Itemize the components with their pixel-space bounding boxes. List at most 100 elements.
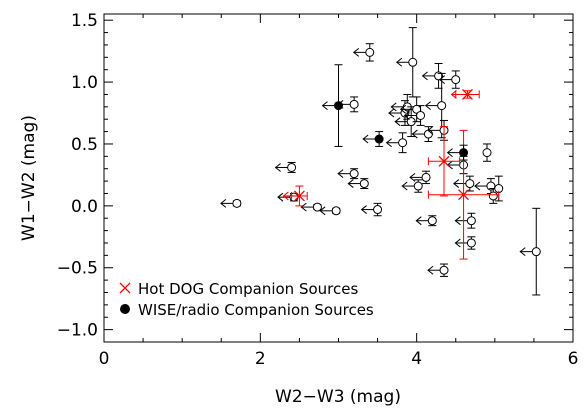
arrow-head <box>274 163 281 172</box>
filled-circle-marker <box>459 148 469 158</box>
arrow-head <box>337 169 344 179</box>
data-point <box>438 70 461 89</box>
arrow-head <box>390 102 397 112</box>
arrow-head <box>399 104 406 114</box>
data-point <box>446 155 469 175</box>
open-circle-marker <box>466 238 476 248</box>
open-circle-marker <box>421 172 431 182</box>
data-point <box>337 168 359 180</box>
open-circle-marker <box>398 138 408 148</box>
data-point <box>360 202 383 217</box>
open-circle-marker <box>232 198 242 208</box>
arrow-head <box>360 205 367 214</box>
y-tick-label: 0.5 <box>71 135 98 155</box>
x-tick-label: 0 <box>99 349 110 369</box>
open-circle-marker <box>451 75 461 85</box>
data-point <box>450 88 480 100</box>
x-tick-labels: 0 2 4 6 <box>99 349 579 369</box>
data-point <box>453 175 475 192</box>
data-point <box>427 126 461 197</box>
open-circle-marker <box>531 247 541 257</box>
open-circle-marker <box>482 148 492 158</box>
open-circle-marker <box>359 179 369 189</box>
arrow-head <box>474 181 481 191</box>
x-marker <box>438 155 450 167</box>
arrow-head <box>401 181 408 191</box>
arrow-head <box>454 216 461 226</box>
arrow-head <box>450 90 457 99</box>
data-point <box>395 27 418 98</box>
data-point <box>362 131 384 147</box>
data-point <box>454 236 476 250</box>
data-point <box>482 143 492 162</box>
legend-marker-hot-dog <box>119 282 131 294</box>
y-tick-label: 1.0 <box>71 73 98 93</box>
arrow-head <box>362 134 369 144</box>
data-point <box>519 207 541 296</box>
open-circle-marker <box>413 181 423 191</box>
arrow-head <box>347 179 354 188</box>
open-circle-marker <box>437 101 447 111</box>
arrow-head <box>220 198 227 208</box>
filled-circle-marker <box>374 134 384 144</box>
x-axis-title: W2−W3 (mag) <box>275 387 401 407</box>
arrow-head <box>519 247 526 257</box>
data-point <box>321 64 343 147</box>
arrow-head <box>411 129 418 139</box>
arrow-head <box>409 172 416 182</box>
data-point <box>474 178 496 194</box>
y-tick-labels: −1.0 −0.5 0.0 0.5 1.0 1.5 <box>57 11 98 340</box>
data-point <box>409 170 431 185</box>
y-axis-title: W1−W2 (mag) <box>19 115 39 241</box>
y-tick-label: 1.5 <box>71 11 98 31</box>
axis-ticks <box>103 14 574 342</box>
open-circle-marker <box>287 162 297 172</box>
data-point <box>282 185 308 207</box>
legend-label-hot-dog: Hot DOG Companion Sources <box>138 280 358 298</box>
data-point <box>403 105 426 126</box>
arrow-head <box>319 206 326 216</box>
arrow-head <box>277 192 284 202</box>
data-point <box>220 198 242 208</box>
arrow-head <box>415 216 422 226</box>
arrow-head <box>282 191 289 201</box>
arrow-head <box>427 265 434 275</box>
arrow-head <box>421 71 428 81</box>
data-point <box>415 215 437 227</box>
arrow-head <box>395 57 403 67</box>
y-tick-label: −1.0 <box>57 321 98 341</box>
y-tick-label: 0.0 <box>71 197 98 217</box>
arrow-head <box>403 111 410 120</box>
legend-marker-wise-radio <box>120 304 130 314</box>
open-circle-marker <box>312 202 322 212</box>
x-tick-label: 6 <box>568 349 579 369</box>
y-tick-label: −0.5 <box>57 259 98 279</box>
data-marks <box>220 27 541 296</box>
data-point <box>385 132 408 154</box>
arrow-head <box>438 75 446 84</box>
open-circle-marker <box>349 99 359 109</box>
open-circle-marker <box>365 47 375 57</box>
data-point <box>421 63 444 89</box>
arrow-head <box>352 47 360 57</box>
arrow-head <box>321 101 328 110</box>
open-circle-marker <box>408 57 418 67</box>
data-point <box>454 212 476 229</box>
arrow-head <box>385 138 392 148</box>
arrow-head <box>424 101 431 110</box>
arrow-head <box>454 238 461 248</box>
arrow-head <box>446 148 453 158</box>
x-marker <box>293 190 305 202</box>
arrow-head <box>427 125 434 135</box>
open-circle-marker <box>373 205 383 215</box>
data-point <box>427 263 449 277</box>
arrow-head <box>300 202 307 212</box>
open-circle-marker <box>439 265 449 275</box>
x-marker <box>458 189 470 201</box>
data-point <box>347 178 369 190</box>
open-circle-marker <box>465 179 475 189</box>
data-point <box>401 179 423 193</box>
arrow-head <box>394 117 401 127</box>
arrow-head <box>388 108 395 118</box>
